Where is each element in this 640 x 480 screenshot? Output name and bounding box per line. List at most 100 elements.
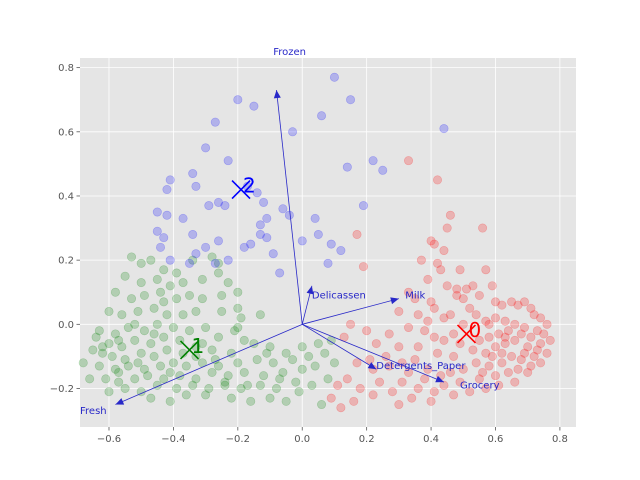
data-point-cluster-2 [329,72,339,82]
data-point-cluster-0 [333,380,343,390]
data-point-cluster-0 [513,364,523,374]
data-point-cluster-0 [539,329,549,339]
data-point-cluster-2 [210,258,220,268]
data-point-cluster-0 [442,281,452,291]
data-point-cluster-2 [284,210,294,220]
data-point-cluster-0 [413,383,423,393]
data-point-cluster-0 [326,393,336,403]
data-point-cluster-1 [226,393,236,403]
data-point-cluster-0 [455,377,465,387]
data-point-cluster-1 [197,294,207,304]
data-point-cluster-1 [152,274,162,284]
data-point-cluster-0 [423,364,433,374]
data-point-cluster-1 [191,306,201,316]
data-point-cluster-0 [542,348,552,358]
data-point-cluster-0 [445,210,455,220]
data-point-cluster-1 [278,367,288,377]
data-point-cluster-1 [259,371,269,381]
data-point-cluster-1 [236,313,246,323]
data-point-cluster-2 [191,181,201,191]
data-point-cluster-1 [110,329,120,339]
data-point-cluster-2 [178,213,188,223]
data-point-cluster-1 [213,258,223,268]
data-point-cluster-0 [542,319,552,329]
data-point-cluster-0 [507,297,517,307]
data-point-cluster-1 [281,348,291,358]
centroid-marker-1 [179,340,200,360]
scatter-points [78,72,555,413]
data-point-cluster-0 [375,377,385,387]
data-point-cluster-0 [529,310,539,320]
data-point-cluster-0 [545,335,555,345]
data-point-cluster-1 [320,348,330,358]
data-point-cluster-0 [426,236,436,246]
data-point-cluster-0 [458,294,468,304]
data-point-cluster-2 [246,239,256,249]
data-point-cluster-0 [439,313,449,323]
data-point-cluster-1 [217,290,227,300]
data-point-cluster-1 [236,383,246,393]
data-point-cluster-0 [468,281,478,291]
x-tick-label: −0.4 [161,434,185,445]
data-point-cluster-1 [207,252,217,262]
data-point-cluster-1 [159,374,169,384]
vector-arrowhead-delicassen [306,285,314,295]
data-point-cluster-0 [478,367,488,377]
data-point-cluster-0 [355,383,365,393]
vector-line-frozen [276,90,303,325]
data-point-cluster-0 [519,348,529,358]
grid-lines [80,58,576,427]
data-point-cluster-1 [297,342,307,352]
data-point-cluster-1 [265,393,275,403]
data-point-cluster-2 [188,169,198,179]
data-point-cluster-0 [423,316,433,326]
data-point-cluster-1 [139,290,149,300]
data-point-cluster-1 [98,342,108,352]
data-point-cluster-0 [346,319,356,329]
data-point-cluster-0 [368,390,378,400]
data-point-cluster-1 [120,355,130,365]
data-point-cluster-0 [397,358,407,368]
data-point-cluster-1 [191,374,201,384]
data-point-cluster-1 [162,310,172,320]
data-point-cluster-0 [481,265,491,275]
data-point-cluster-2 [204,201,214,211]
data-point-cluster-1 [185,290,195,300]
data-point-cluster-2 [159,233,169,243]
data-point-cluster-2 [439,124,449,134]
data-point-cluster-2 [220,201,230,211]
data-point-cluster-0 [410,294,420,304]
data-point-cluster-0 [384,361,394,371]
data-point-cluster-0 [497,358,507,368]
data-point-cluster-1 [230,326,240,336]
data-point-cluster-1 [114,335,124,345]
vector-arrowhead-fresh [115,398,125,405]
data-point-cluster-1 [197,339,207,349]
data-point-cluster-2 [201,143,211,153]
x-tick-label: 0.2 [359,434,375,445]
data-point-cluster-1 [133,306,143,316]
y-tick-label: 0.8 [58,63,74,74]
data-point-cluster-1 [94,326,104,336]
data-point-cluster-1 [136,278,146,288]
data-point-cluster-0 [413,310,423,320]
data-point-cluster-1 [130,374,140,384]
data-point-cluster-0 [526,332,536,342]
data-point-cluster-1 [136,348,146,358]
data-point-cluster-1 [233,303,243,313]
data-point-cluster-2 [275,268,285,278]
data-point-cluster-1 [223,371,233,381]
data-point-cluster-2 [313,229,323,239]
data-point-cluster-2 [336,246,346,256]
data-point-cluster-0 [433,175,443,185]
cluster-centroids: 0 1 2 [179,174,481,360]
data-point-cluster-0 [474,374,484,384]
data-point-cluster-0 [352,229,362,239]
data-point-cluster-0 [503,326,513,336]
data-point-cluster-2 [378,165,388,175]
data-point-cluster-0 [358,262,368,272]
data-point-cluster-0 [449,329,459,339]
data-point-cluster-1 [304,351,314,361]
data-point-cluster-1 [165,396,175,406]
data-point-cluster-0 [484,361,494,371]
